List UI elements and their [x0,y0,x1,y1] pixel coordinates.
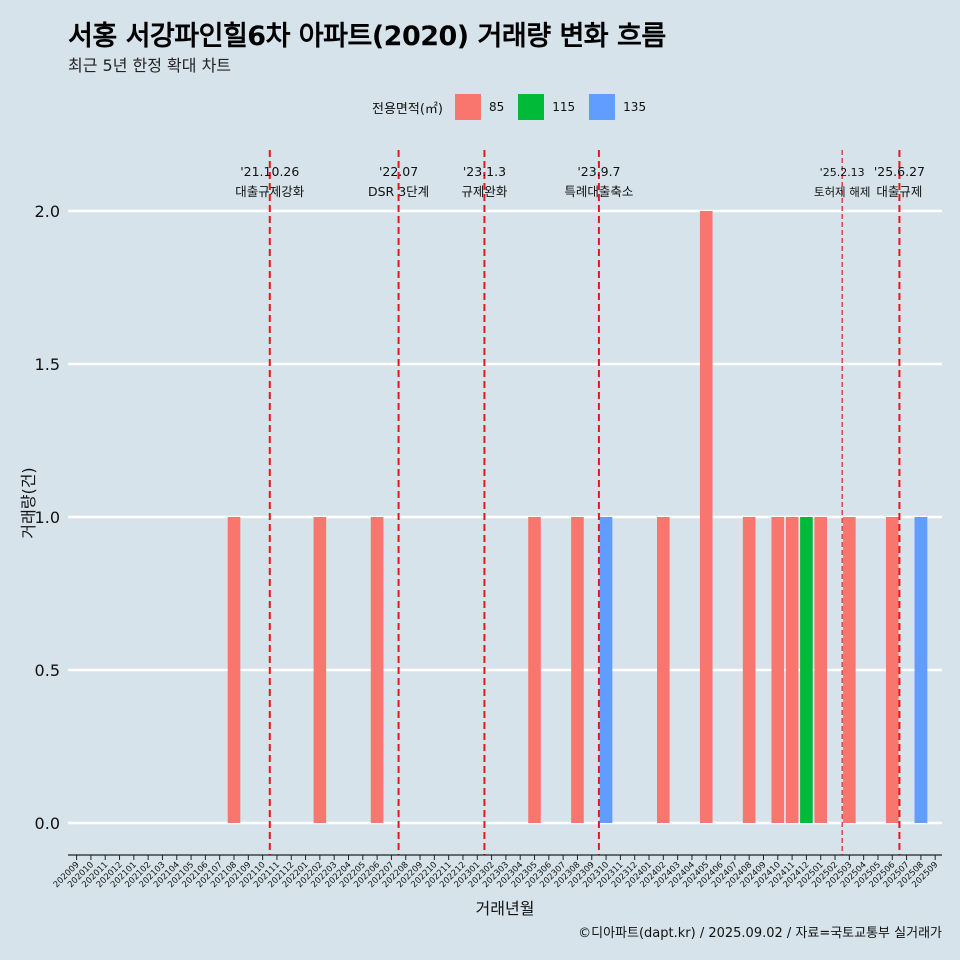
bar-85-202308 [571,517,584,823]
bar-85-202501 [814,517,828,823]
y-tick-label: 0.0 [35,814,60,833]
event-date-3: '23.9.7 [577,164,620,179]
legend-swatch-135 [589,94,616,120]
bar-85-202411 [785,517,799,823]
bar-135-202508 [914,517,928,823]
bar-135-202310 [599,517,613,823]
legend-label-115: 115 [552,100,576,114]
legend-swatch-115 [518,94,545,120]
y-axis-title: 거래량(건) [19,467,38,538]
bar-85-202506 [885,517,899,823]
y-tick-label: 1.5 [35,355,60,374]
bar-85-202410 [771,517,785,823]
event-date-2: '23.1.3 [463,164,506,179]
bar-85-202305 [528,517,541,823]
legend-label-85: 85 [488,100,505,114]
event-date-5: '25.6.27 [874,164,925,179]
event-date-0: '21.10.26 [240,164,299,179]
event-date-4: '25.2.13 [820,166,865,179]
event-label-3: 특례대출축소 [564,184,633,199]
bar-85-202405 [699,211,713,823]
chart-subtitle: 최근 5년 한정 확대 차트 [68,56,232,75]
event-label-5: 대출규제 [876,184,922,199]
event-label-4: 토허제 해제 [814,185,871,199]
chart-title: 서홍 서강파인힐6차 아파트(2020) 거래량 변화 흐름 [68,21,666,52]
bar-85-202202 [313,517,327,823]
event-label-0: 대출규제강화 [235,184,305,199]
event-label-1: DSR 3단계 [368,184,429,199]
bar-115-202412 [800,517,813,823]
y-tick-label: 2.0 [35,202,60,221]
event-date-1: '22.07 [379,164,418,179]
bar-85-202408 [742,517,756,823]
bar-85-202206 [370,517,384,823]
y-tick-label: 1.0 [35,508,60,527]
legend-swatch-85 [454,94,481,120]
y-tick-label: 0.5 [35,661,60,680]
bar-85-202108 [227,517,241,823]
legend-label-135: 135 [623,100,647,114]
x-axis-title: 거래년월 [476,899,535,918]
bar-85-202402 [657,517,670,823]
bar-85-202503 [843,517,856,823]
legend-title: 전용면적(㎡) [372,101,443,117]
footer-credit: ©디아파트(dapt.kr) / 2025.09.02 / 자료=국토교통부 실… [578,926,942,941]
event-label-2: 규제완화 [461,184,508,199]
legend: 전용면적(㎡) 85 115 135 [372,93,660,121]
